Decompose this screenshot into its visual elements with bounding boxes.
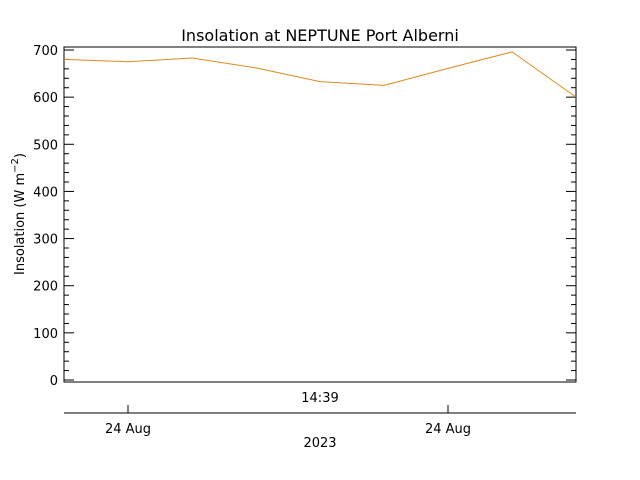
y-axis-label-main: Insolation (W m	[13, 173, 28, 275]
y-tick-label-400: 400	[33, 185, 58, 200]
plot-border	[63, 46, 577, 383]
x-date-axis: 24 Aug 24 Aug	[64, 405, 576, 437]
chart-title: Insolation at NEPTUNE Port Alberni	[181, 26, 459, 45]
x-date-tick-label-1: 24 Aug	[425, 422, 471, 437]
plot-frame	[63, 46, 577, 383]
y-tick-label-100: 100	[33, 327, 58, 342]
y-tick-label-500: 500	[33, 138, 58, 153]
y-tick-label-700: 700	[33, 44, 58, 59]
series-line-0	[63, 51, 577, 98]
y-axis-label-sup: −2	[10, 158, 21, 173]
y-axis-tick-labels: 0 100 200 300 400 500 600 700	[33, 44, 58, 389]
x-axis-year-label: 2023	[303, 436, 336, 451]
y-axis-label-close: )	[13, 153, 28, 158]
series-layer	[63, 51, 577, 98]
x-date-tick-label-0: 24 Aug	[105, 422, 151, 437]
y-tick-label-200: 200	[33, 280, 58, 295]
y-axis	[64, 49, 576, 381]
y-tick-label-600: 600	[33, 91, 58, 106]
y-axis-label: Insolation (W m−2)	[10, 153, 28, 275]
y-tick-label-300: 300	[33, 233, 58, 248]
y-tick-label-0: 0	[50, 374, 58, 389]
x-axis-time-label: 14:39	[301, 391, 338, 406]
